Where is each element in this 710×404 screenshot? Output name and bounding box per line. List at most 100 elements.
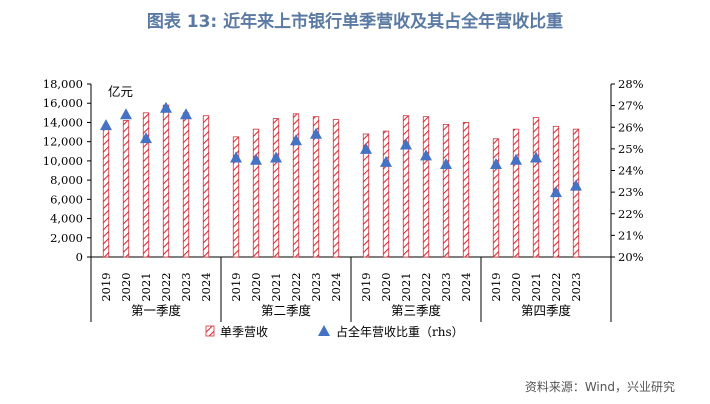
y2-tick-label: 22% bbox=[618, 207, 644, 221]
bar-revenue-q3-2020 bbox=[382, 130, 390, 258]
x-tick-label: 2021 bbox=[269, 272, 283, 301]
y-tick-label: 2,000 bbox=[50, 231, 83, 245]
group-label: 第四季度 bbox=[521, 303, 572, 318]
y2-tick-label: 23% bbox=[618, 185, 644, 199]
legend-swatch-share bbox=[318, 325, 330, 336]
x-tick-label: 2023 bbox=[569, 272, 583, 301]
marker-share-q4-2019 bbox=[490, 158, 502, 170]
bar-revenue-q1-2024 bbox=[202, 115, 210, 258]
legend-label-share: 占全年营收比重（rhs） bbox=[336, 324, 464, 339]
marker-share-q2-2023 bbox=[310, 127, 322, 139]
bars-layer bbox=[102, 104, 580, 258]
bar-revenue-q2-2023 bbox=[312, 116, 320, 258]
x-tick-label: 2019 bbox=[99, 272, 113, 301]
x-tick-label: 2024 bbox=[329, 272, 343, 301]
legend: 单季营收 占全年营收比重（rhs） bbox=[205, 324, 464, 339]
marker-share-q3-2023 bbox=[440, 158, 452, 170]
group-label: 第一季度 bbox=[131, 303, 182, 318]
x-tick-label: 2024 bbox=[199, 272, 213, 301]
marker-share-q3-2022 bbox=[420, 149, 432, 161]
bar-revenue-q4-2020 bbox=[512, 128, 520, 258]
bar-revenue-q3-2022 bbox=[422, 116, 430, 258]
bar-revenue-q2-2020 bbox=[252, 128, 260, 258]
y-tick-label: 0 bbox=[76, 250, 83, 264]
y2-tick-label: 25% bbox=[618, 142, 644, 156]
labels-layer: 0 2,000 4,000 6,000 8,000 10,000 12,000 14,000 1… bbox=[43, 77, 644, 318]
bar-revenue-q4-2023 bbox=[572, 128, 580, 258]
y2-tick-label: 27% bbox=[618, 99, 644, 113]
marker-share-q2-2021 bbox=[270, 151, 282, 163]
y2-tick-label: 28% bbox=[618, 77, 644, 91]
group-label: 第二季度 bbox=[261, 303, 312, 318]
x-tick-label: 2022 bbox=[549, 272, 563, 301]
marker-share-q3-2021 bbox=[400, 138, 412, 150]
axes-layer bbox=[87, 83, 615, 322]
y-tick-label: 16,000 bbox=[43, 96, 83, 110]
marker-share-q2-2020 bbox=[250, 153, 262, 165]
x-tick-label: 2021 bbox=[399, 272, 413, 301]
x-tick-label: 2019 bbox=[229, 272, 243, 301]
bar-revenue-q2-2022 bbox=[292, 113, 300, 258]
marker-share-q2-2019 bbox=[230, 151, 242, 163]
left-axis-unit: 亿元 bbox=[108, 84, 133, 99]
marker-share-q1-2023 bbox=[180, 108, 192, 120]
x-tick-label: 2023 bbox=[309, 272, 323, 301]
y2-tick-label: 24% bbox=[618, 164, 644, 178]
bar-revenue-q3-2023 bbox=[442, 123, 450, 258]
marker-share-q4-2021 bbox=[530, 151, 542, 163]
x-tick-label: 2020 bbox=[509, 272, 523, 301]
bar-revenue-q1-2020 bbox=[122, 120, 130, 258]
bar-revenue-q3-2019 bbox=[362, 133, 370, 258]
y-tick-label: 18,000 bbox=[43, 77, 83, 91]
bar-revenue-q4-2021 bbox=[532, 117, 540, 258]
bar-revenue-q2-2019 bbox=[232, 136, 240, 258]
group-label: 第三季度 bbox=[391, 303, 442, 318]
y2-tick-label: 21% bbox=[618, 228, 644, 242]
x-tick-label: 2021 bbox=[139, 272, 153, 301]
x-tick-label: 2019 bbox=[489, 272, 503, 301]
y-tick-label: 14,000 bbox=[43, 115, 83, 129]
source-note: 资料来源：Wind，兴业研究 bbox=[524, 380, 675, 394]
marker-share-q3-2019 bbox=[360, 142, 372, 154]
bar-revenue-q3-2021 bbox=[402, 115, 410, 258]
y2-tick-label: 20% bbox=[618, 250, 644, 264]
y-tick-label: 10,000 bbox=[43, 154, 83, 168]
bar-revenue-q1-2022 bbox=[162, 104, 170, 258]
bar-revenue-q3-2024 bbox=[462, 122, 470, 258]
legend-label-revenue: 单季营收 bbox=[220, 325, 268, 339]
x-tick-label: 2020 bbox=[119, 272, 133, 301]
y-tick-label: 12,000 bbox=[43, 135, 83, 149]
marker-share-q1-2019 bbox=[100, 119, 112, 131]
legend-swatch-revenue bbox=[205, 325, 215, 337]
x-tick-label: 2022 bbox=[289, 272, 303, 301]
marker-share-q2-2022 bbox=[290, 134, 302, 146]
marker-share-q4-2020 bbox=[510, 153, 522, 165]
bar-revenue-q2-2024 bbox=[332, 119, 340, 258]
x-tick-label: 2023 bbox=[439, 272, 453, 301]
x-tick-label: 2021 bbox=[529, 272, 543, 301]
x-tick-label: 2022 bbox=[419, 272, 433, 301]
chart-title: 图表 13: 近年来上市银行单季营收及其占全年营收比重 bbox=[146, 12, 564, 32]
x-tick-label: 2020 bbox=[249, 272, 263, 301]
y-tick-label: 6,000 bbox=[50, 192, 83, 206]
bar-revenue-q1-2021 bbox=[142, 112, 150, 258]
y-tick-label: 4,000 bbox=[50, 212, 83, 226]
bar-revenue-q4-2019 bbox=[492, 138, 500, 258]
marker-share-q1-2022 bbox=[160, 101, 172, 113]
marker-share-q4-2023 bbox=[570, 179, 582, 191]
marker-share-q4-2022 bbox=[550, 186, 562, 198]
y2-tick-label: 26% bbox=[618, 120, 644, 134]
x-tick-label: 2024 bbox=[459, 272, 473, 301]
x-tick-label: 2019 bbox=[359, 272, 373, 301]
marker-share-q1-2021 bbox=[140, 132, 152, 144]
bar-revenue-q1-2019 bbox=[102, 124, 110, 258]
bar-revenue-q1-2023 bbox=[182, 112, 190, 258]
x-tick-label: 2022 bbox=[159, 272, 173, 301]
markers-layer bbox=[100, 101, 582, 198]
x-tick-label: 2020 bbox=[379, 272, 393, 301]
x-tick-label: 2023 bbox=[179, 272, 193, 301]
y-tick-label: 8,000 bbox=[50, 173, 83, 187]
marker-share-q3-2020 bbox=[380, 155, 392, 167]
marker-share-q1-2020 bbox=[120, 108, 132, 120]
